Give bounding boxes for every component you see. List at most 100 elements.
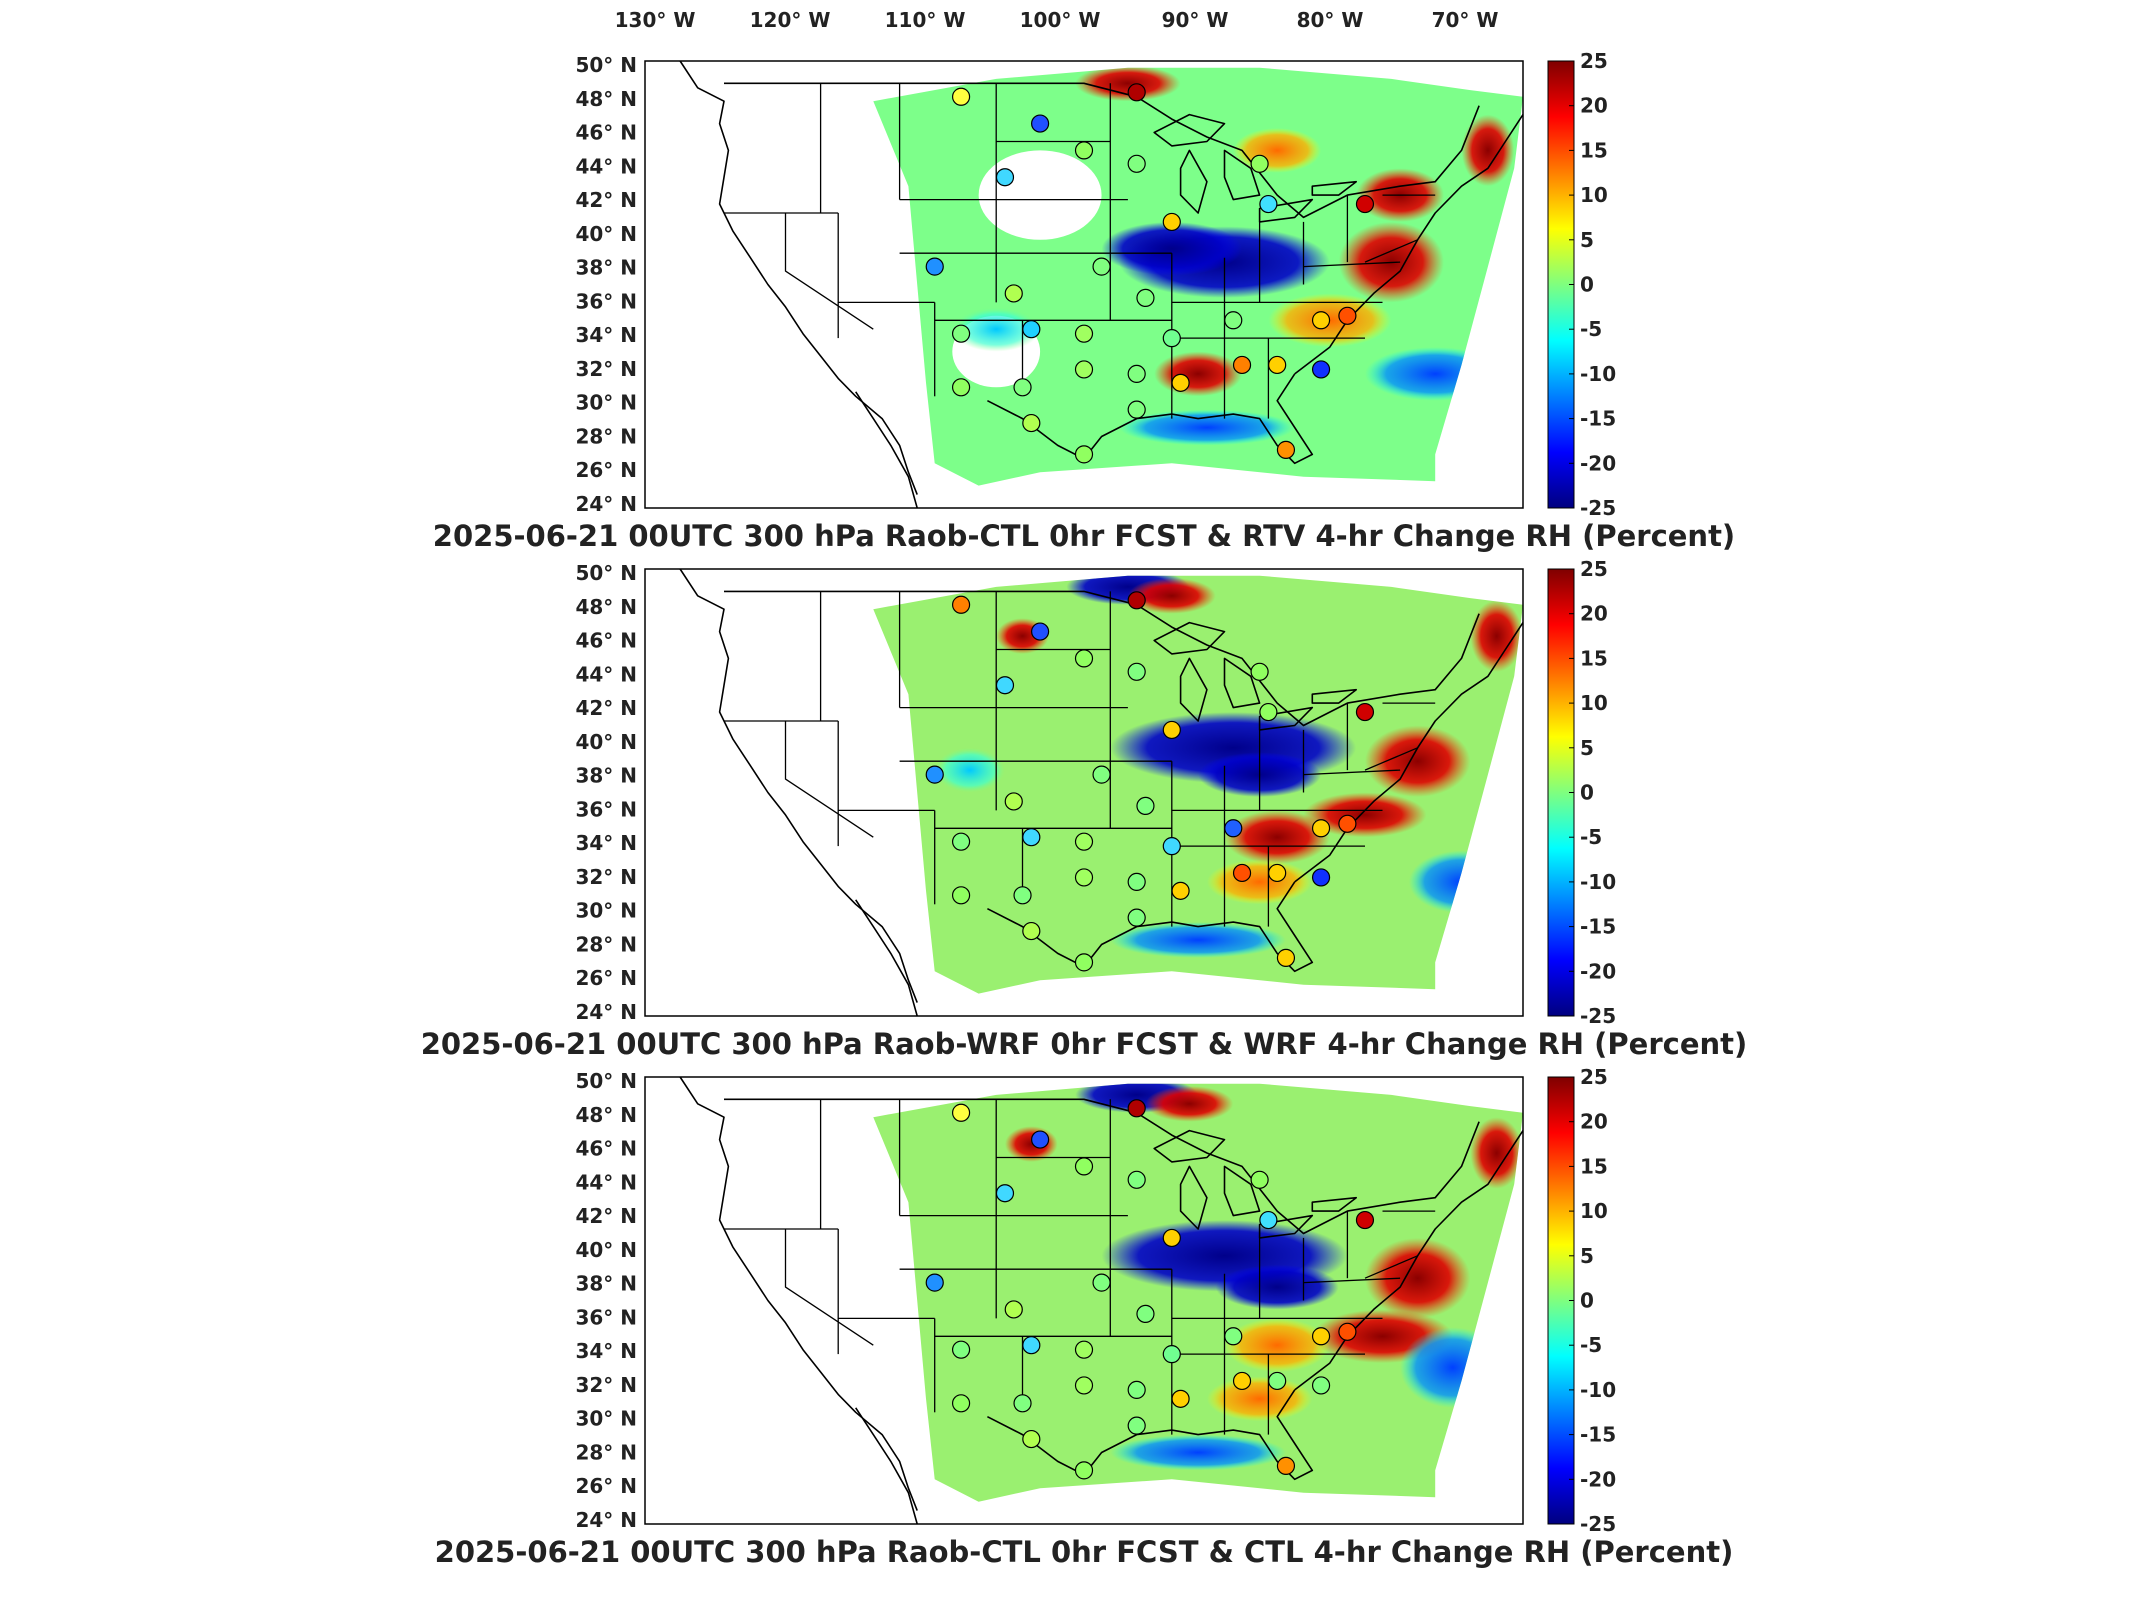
field-anomaly — [1461, 114, 1515, 187]
field-anomaly — [1110, 1434, 1286, 1471]
lake-outline — [1153, 1129, 1226, 1163]
raob-station — [1171, 373, 1190, 392]
colorbar-tick-label: 5 — [1580, 228, 1594, 252]
latitude-label: 28° N — [575, 932, 637, 956]
panel-title: 2025-06-21 00UTC 300 hPa Raob-WRF 0hr FC… — [421, 1027, 1748, 1061]
colorbar-tick-label: -20 — [1580, 1467, 1616, 1491]
raob-station — [1074, 1376, 1094, 1395]
latitude-label: 28° N — [575, 424, 637, 448]
raob-station — [1259, 194, 1278, 214]
coastline — [855, 1407, 918, 1525]
raob-station — [1127, 1416, 1146, 1435]
field-anomaly — [1303, 792, 1427, 838]
state-border — [1364, 1255, 1418, 1279]
colorbar-tick-label: 0 — [1580, 273, 1594, 297]
field-anomaly — [952, 306, 1041, 352]
colorbar-tick-label: 5 — [1580, 736, 1594, 760]
field-anomaly — [1470, 1117, 1523, 1189]
lake-outline — [1223, 149, 1261, 201]
field-anomaly — [1470, 600, 1523, 672]
raob-station — [1074, 1340, 1094, 1359]
rh-change-field — [873, 575, 1523, 994]
raob-station — [1311, 1376, 1331, 1395]
colorbar-tick-label: 10 — [1580, 183, 1608, 207]
raob-station — [1074, 1157, 1094, 1176]
longitude-label: 110° W — [885, 8, 966, 32]
latitude-labels: 50° N 48° N 46° N 44° N 42° N 40° N 38° N 36° N… — [575, 561, 637, 1024]
raob-station — [1127, 364, 1146, 383]
field-anomaly — [1364, 1237, 1471, 1319]
latitude-label: 30° N — [575, 391, 637, 415]
raob-station — [995, 168, 1015, 187]
latitude-label: 36° N — [575, 797, 637, 821]
raob-station — [1074, 324, 1094, 343]
raob-station — [1232, 863, 1252, 883]
coastline — [987, 373, 1314, 465]
map-frame — [644, 1076, 1524, 1525]
colorbar-tick-label: 15 — [1580, 1154, 1608, 1178]
panel-title: 2025-06-21 00UTC 300 hPa Raob-CTL 0hr FC… — [433, 519, 1735, 553]
field-anomaly — [1215, 1264, 1339, 1310]
latitude-label: 24° N — [575, 1508, 637, 1532]
raob-station — [1074, 868, 1094, 887]
latitude-label: 34° N — [575, 323, 637, 347]
colorbar-tick-label: -15 — [1580, 407, 1616, 431]
raob-station — [1022, 413, 1041, 433]
colorbar-tick-label: -20 — [1580, 959, 1616, 983]
latitude-label: 26° N — [575, 458, 637, 482]
latitude-label: 42° N — [575, 696, 637, 720]
lake-outline — [1179, 1165, 1208, 1230]
raob-station — [1276, 1456, 1296, 1475]
colorbar-tick-label: 20 — [1580, 94, 1608, 118]
latitude-label: 46° N — [575, 1137, 637, 1161]
latitude-label: 34° N — [575, 831, 637, 855]
colorbar-tick-label: 0 — [1580, 781, 1594, 805]
colorbar: 25 20 15 10 5 0 -5 -10 -15 -20 -25 — [1547, 1065, 1616, 1536]
raob-station — [1224, 1327, 1243, 1346]
raob-station — [951, 324, 971, 343]
latitude-label: 30° N — [575, 1407, 637, 1431]
raob-station — [995, 676, 1015, 695]
colorbar: 25 20 15 10 5 0 -5 -10 -15 -20 -25 — [1547, 49, 1616, 520]
latitude-label: 50° N — [575, 53, 637, 77]
latitude-label: 38° N — [575, 764, 637, 788]
raob-station — [1250, 1170, 1269, 1189]
field-anomaly — [1101, 221, 1243, 276]
longitude-label: 80° W — [1297, 8, 1364, 32]
latitude-label: 48° N — [575, 1103, 637, 1127]
colorbar-tick-label: 20 — [1580, 1110, 1608, 1134]
colorbar-tick-label: -15 — [1580, 915, 1616, 939]
lake-outline — [1258, 706, 1314, 731]
raob-station — [1162, 212, 1181, 232]
raob-station — [1127, 154, 1146, 173]
colorbar-tick-label: -20 — [1580, 451, 1616, 475]
coastline — [855, 391, 918, 509]
raob-station — [1250, 662, 1269, 681]
latitude-label: 26° N — [575, 966, 637, 990]
raob-station — [1127, 1380, 1146, 1400]
raob-station — [1259, 1210, 1278, 1230]
raob-station — [1127, 1170, 1146, 1189]
latitude-label: 42° N — [575, 1204, 637, 1228]
raob-station — [1013, 1394, 1032, 1413]
state-border — [784, 213, 874, 330]
raob-station — [1259, 702, 1278, 722]
longitude-label: 120° W — [750, 8, 831, 32]
coastline — [679, 568, 918, 1003]
raob-station — [1074, 649, 1094, 668]
raob-station — [951, 595, 971, 614]
colorbar-tick-label: 15 — [1580, 646, 1608, 670]
colorbar-tick-label: -5 — [1580, 317, 1602, 341]
raob-station — [1311, 1327, 1331, 1346]
latitude-label: 40° N — [575, 222, 637, 246]
colorbar: 25 20 15 10 5 0 -5 -10 -15 -20 -25 — [1547, 557, 1616, 1028]
raob-station — [925, 765, 944, 784]
raob-station — [1171, 1389, 1190, 1408]
raob-station — [1232, 1371, 1252, 1391]
raob-station — [1136, 288, 1155, 308]
latitude-label: 34° N — [575, 1339, 637, 1363]
raob-station — [1127, 908, 1146, 927]
latitude-label: 24° N — [575, 1000, 637, 1024]
field-anomaly — [1110, 922, 1286, 958]
raob-station — [1022, 828, 1041, 847]
